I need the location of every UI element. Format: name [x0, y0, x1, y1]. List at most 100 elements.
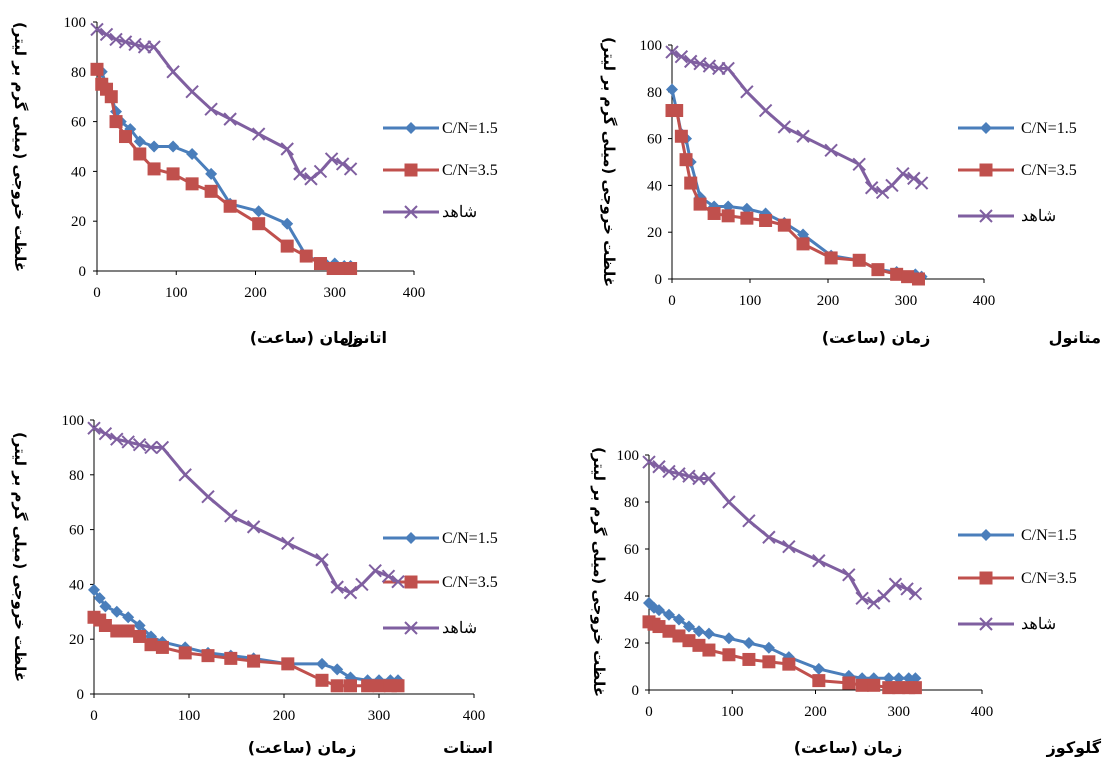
- data-point: [133, 147, 147, 161]
- data-point: [777, 218, 791, 232]
- legend-marker: [979, 571, 993, 585]
- data-point: [672, 629, 686, 643]
- legend-entry: C/N=1.5: [383, 530, 498, 547]
- data-point: [224, 651, 238, 665]
- x-tick-label: 0: [668, 293, 676, 309]
- data-point: [98, 619, 112, 632]
- legend-marker: [405, 122, 417, 134]
- data-point: [201, 490, 215, 504]
- data-point: [911, 272, 925, 286]
- data-point: [722, 632, 735, 645]
- data-point: [888, 577, 903, 591]
- data-point: [682, 469, 696, 483]
- data-point: [702, 471, 716, 486]
- data-point: [344, 679, 357, 693]
- data-point: [877, 589, 891, 603]
- data-point: [155, 640, 169, 654]
- data-point: [155, 440, 170, 455]
- legend-label: شاهد: [1021, 616, 1056, 633]
- data-point: [692, 471, 706, 486]
- data-point: [796, 129, 810, 143]
- data-point: [313, 164, 328, 179]
- x-axis-title: زمان (ساعت): [250, 328, 359, 347]
- data-point: [381, 569, 396, 583]
- legend-marker: [980, 529, 992, 541]
- data-point: [315, 553, 329, 567]
- data-point: [762, 655, 776, 669]
- data-point: [900, 582, 914, 596]
- data-point: [824, 143, 838, 158]
- data-point: [185, 85, 199, 99]
- data-point: [742, 514, 756, 528]
- x-tick-label: 100: [739, 293, 762, 309]
- data-point: [693, 197, 707, 211]
- y-tick-label: 0: [632, 683, 640, 699]
- data-point: [144, 638, 158, 652]
- legend-label: C/N=1.5: [442, 530, 498, 547]
- legend-label: C/N=3.5: [1021, 570, 1077, 587]
- y-tick-label: 40: [624, 589, 639, 605]
- data-point: [201, 649, 215, 663]
- x-tick-label: 0: [90, 708, 98, 724]
- data-point: [740, 85, 754, 99]
- data-point: [908, 681, 922, 695]
- legend-marker: [980, 122, 992, 134]
- data-point: [252, 217, 266, 231]
- data-point: [892, 681, 906, 695]
- x-tick-label: 400: [463, 708, 486, 724]
- data-point: [907, 171, 921, 186]
- chart-panel-4: 0 20 40 60 80 100 0 100 200 300 400 C/N=1.5 C/N=3.5 ش…: [590, 447, 1102, 757]
- x-tick-label: 200: [244, 285, 267, 301]
- data-point: [742, 652, 756, 666]
- y-tick-label: 100: [640, 38, 663, 54]
- x-tick-label: 0: [93, 285, 101, 301]
- data-point: [178, 468, 192, 482]
- data-point: [121, 435, 135, 449]
- data-point: [762, 530, 776, 544]
- legend-entry: C/N=1.5: [958, 120, 1077, 137]
- data-point: [812, 674, 826, 688]
- legend-label: C/N=3.5: [442, 162, 498, 179]
- legend-label: شاهد: [442, 204, 477, 221]
- data-point: [223, 112, 237, 126]
- data-point: [281, 217, 294, 230]
- data-point: [185, 177, 199, 191]
- y-tick-label: 40: [69, 577, 84, 593]
- data-point: [824, 251, 838, 265]
- data-point: [842, 676, 856, 690]
- data-point: [674, 49, 689, 64]
- y-tick-label: 80: [647, 85, 662, 101]
- y-tick-label: 0: [77, 687, 85, 703]
- series-3: [87, 421, 405, 600]
- legend-entry: C/N=1.5: [958, 527, 1077, 544]
- data-point: [330, 679, 344, 693]
- legend-label: C/N=3.5: [442, 574, 498, 591]
- data-point: [908, 586, 923, 601]
- y-axis-title: غلظت خروجی (میلی گرم بر لیتر): [11, 22, 29, 272]
- data-point: [882, 681, 896, 695]
- data-point: [148, 140, 161, 153]
- data-point: [316, 657, 328, 670]
- data-point: [782, 539, 796, 554]
- x-tick-label: 300: [895, 293, 918, 309]
- data-point: [87, 421, 101, 435]
- legend-label: C/N=1.5: [1021, 120, 1077, 137]
- data-point: [224, 509, 238, 523]
- data-point: [665, 45, 679, 59]
- legend-entry: C/N=3.5: [383, 574, 498, 591]
- data-point: [299, 249, 313, 263]
- data-point: [293, 167, 307, 181]
- y-tick-label: 80: [624, 495, 639, 511]
- data-point: [368, 563, 382, 578]
- data-point: [110, 605, 123, 618]
- data-point: [896, 166, 910, 181]
- data-point: [121, 624, 135, 638]
- data-point: [99, 600, 112, 613]
- data-point: [855, 678, 869, 692]
- legend-marker: [404, 205, 418, 219]
- x-tick-label: 300: [324, 285, 347, 301]
- data-point: [901, 270, 915, 284]
- data-point: [722, 648, 736, 662]
- y-axis-title: غلظت خروجی (میلی گرم بر لیتر): [590, 447, 608, 697]
- data-point: [204, 102, 218, 116]
